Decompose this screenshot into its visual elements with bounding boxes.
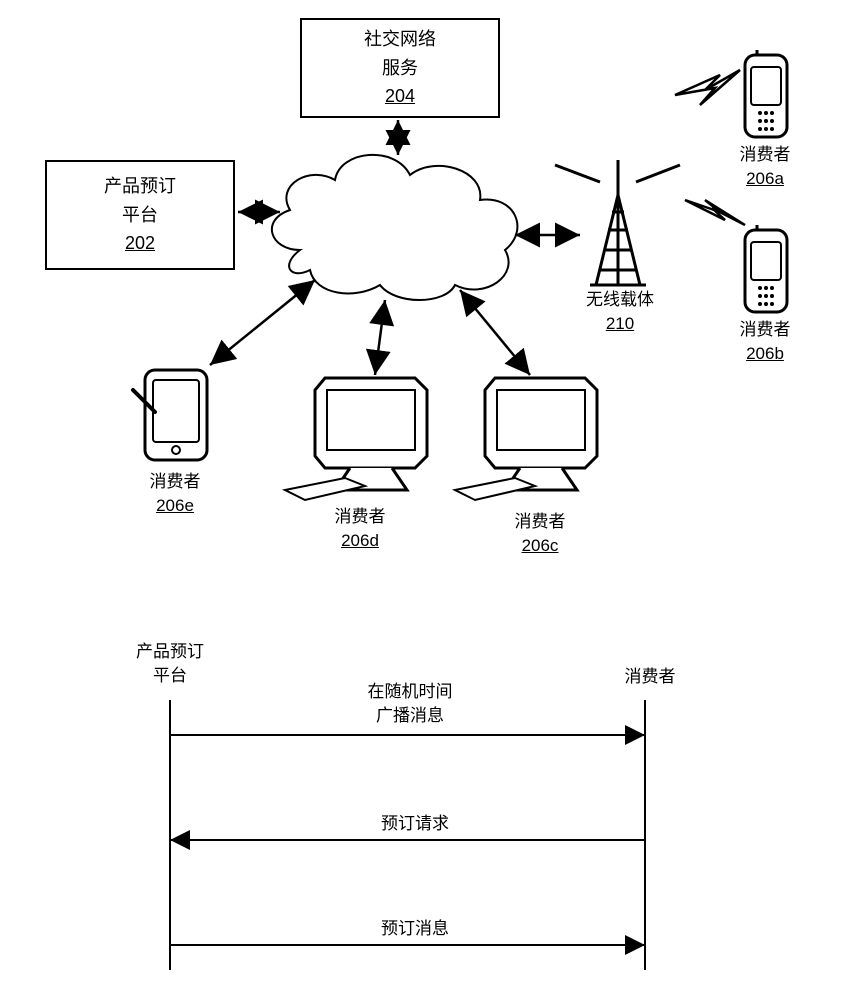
seq-msg3: 预订消息 xyxy=(370,917,460,941)
lightning-icon xyxy=(675,70,740,105)
phone-a-label: 消费者 206a xyxy=(730,143,800,191)
platform-box-line1: 产品预订 xyxy=(104,172,176,201)
desktop-computer-icon xyxy=(455,378,597,500)
cell-tower-icon xyxy=(555,160,680,285)
cloud-icon xyxy=(272,155,518,300)
tower-label: 无线载体 210 xyxy=(575,288,665,336)
cloud-text: 网络 xyxy=(365,200,425,224)
diagram-svg xyxy=(0,0,844,1000)
platform-box-line2: 平台 xyxy=(122,201,158,230)
tablet-label: 消费者 206e xyxy=(140,470,210,518)
seq-left-label: 产品预订 平台 xyxy=(125,640,215,688)
desktop-d-label: 消费者 206d xyxy=(325,505,395,553)
desktop-c-label: 消费者 206c xyxy=(505,510,575,558)
seq-right-label: 消费者 xyxy=(615,665,685,689)
desktop-computer-icon xyxy=(285,378,427,500)
cloud-label: 网络 xyxy=(365,200,425,224)
lightning-icon xyxy=(685,200,745,225)
social-box-line1: 社交网络 xyxy=(364,25,436,54)
platform-box-ref: 202 xyxy=(125,229,155,258)
product-reservation-platform-box: 产品预订 平台 202 xyxy=(45,160,235,270)
tablet-icon xyxy=(133,370,207,460)
mobile-phone-icon xyxy=(745,225,787,312)
seq-msg1: 在随机时间 广播消息 xyxy=(340,680,480,728)
social-network-service-box: 社交网络 服务 204 xyxy=(300,18,500,118)
cloud-ref: 208 xyxy=(372,240,400,264)
seq-msg2: 预订请求 xyxy=(370,812,460,836)
mobile-phone-icon xyxy=(745,50,787,137)
social-box-line2: 服务 xyxy=(382,54,418,83)
social-box-ref: 204 xyxy=(385,82,415,111)
phone-b-label: 消费者 206b xyxy=(730,318,800,366)
